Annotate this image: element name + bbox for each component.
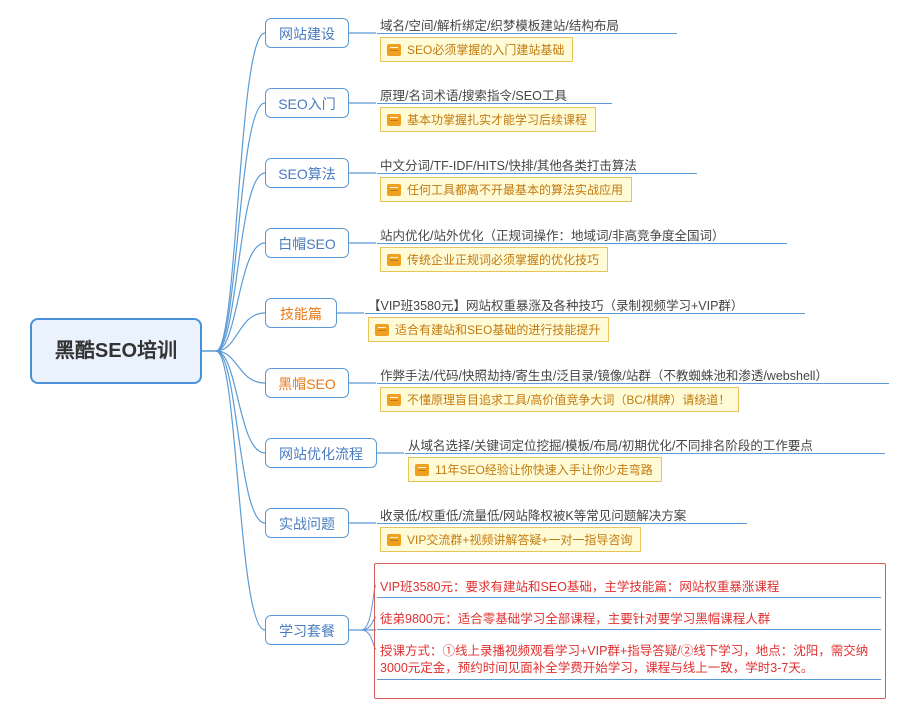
note-icon xyxy=(375,324,389,336)
branch-b4-note: 传统企业正规词必须掌握的优化技巧 xyxy=(380,247,608,272)
branch-b5-underline xyxy=(365,313,805,314)
branch-b1-desc: 域名/空间/解析绑定/织梦模板建站/结构布局 xyxy=(380,15,619,34)
branch-b6-desc: 作弊手法/代码/快照劫持/寄生虫/泛目录/镜像/站群（不教蜘蛛池和渗透/webs… xyxy=(380,365,828,384)
branch-b7-note-text: 11年SEO经验让你快速入手让你少走弯路 xyxy=(435,461,653,478)
branch-b4-note-text: 传统企业正规词必须掌握的优化技巧 xyxy=(407,251,599,268)
branch-b4[interactable]: 白帽SEO xyxy=(265,228,349,258)
branch-b7[interactable]: 网站优化流程 xyxy=(265,438,377,468)
package-line-0: VIP班3580元：要求有建站和SEO基础，主学技能篇：网站权重暴涨课程 xyxy=(380,579,880,596)
note-icon xyxy=(387,394,401,406)
branch-b8-underline xyxy=(377,523,747,524)
branch-b2-desc: 原理/名词术语/搜索指令/SEO工具 xyxy=(380,85,567,104)
branch-b8[interactable]: 实战问题 xyxy=(265,508,349,538)
branch-b5[interactable]: 技能篇 xyxy=(265,298,337,328)
note-icon xyxy=(387,534,401,546)
branch-b1[interactable]: 网站建设 xyxy=(265,18,349,48)
branch-b2-underline xyxy=(377,103,612,104)
package-line-1-underline xyxy=(377,629,881,630)
branch-b6-note-text: 不懂原理盲目追求工具/高价值竞争大词（BC/棋牌）请绕道！ xyxy=(407,391,730,408)
branch-b6-note: 不懂原理盲目追求工具/高价值竞争大词（BC/棋牌）请绕道！ xyxy=(380,387,739,412)
branch-b2[interactable]: SEO入门 xyxy=(265,88,349,118)
root-node: 黑酷SEO培训 xyxy=(30,318,202,384)
branch-b3-note-text: 任何工具都离不开最基本的算法实战应用 xyxy=(407,181,623,198)
branch-b8-note: VIP交流群+视频讲解答疑+一对一指导咨询 xyxy=(380,527,641,552)
branch-b7-desc: 从域名选择/关键词定位挖掘/模板/布局/初期优化/不同排名阶段的工作要点 xyxy=(408,435,813,454)
note-icon xyxy=(387,184,401,196)
note-icon xyxy=(387,114,401,126)
branch-b3-desc: 中文分词/TF-IDF/HITS/快排/其他各类打击算法 xyxy=(380,155,637,174)
branch-b7-underline xyxy=(405,453,885,454)
branch-b5-note-text: 适合有建站和SEO基础的进行技能提升 xyxy=(395,321,600,338)
branch-b5-desc: 【VIP班3580元】网站权重暴涨及各种技巧（录制视频学习+VIP群） xyxy=(368,295,743,314)
note-icon xyxy=(415,464,429,476)
note-icon xyxy=(387,254,401,266)
branch-b1-note: SEO必须掌握的入门建站基础 xyxy=(380,37,573,62)
branch-b1-note-text: SEO必须掌握的入门建站基础 xyxy=(407,41,564,58)
branch-b1-underline xyxy=(377,33,677,34)
branch-b9[interactable]: 学习套餐 xyxy=(265,615,349,645)
package-line-0-underline xyxy=(377,597,881,598)
branch-b2-note-text: 基本功掌握扎实才能学习后续课程 xyxy=(407,111,587,128)
branch-b8-desc: 收录低/权重低/流量低/网站降权被K等常见问题解决方案 xyxy=(380,505,686,524)
branch-b4-underline xyxy=(377,243,787,244)
branch-b3-underline xyxy=(377,173,697,174)
branch-b2-note: 基本功掌握扎实才能学习后续课程 xyxy=(380,107,596,132)
branch-b4-desc: 站内优化/站外优化（正规词操作：地域词/非高竞争度全国词） xyxy=(380,225,724,244)
branch-b3-note: 任何工具都离不开最基本的算法实战应用 xyxy=(380,177,632,202)
branch-b6-underline xyxy=(377,383,889,384)
package-line-2-underline xyxy=(377,679,881,680)
package-line-1: 徒弟9800元：适合零基础学习全部课程，主要针对要学习黑帽课程人群 xyxy=(380,611,880,628)
branch-b8-note-text: VIP交流群+视频讲解答疑+一对一指导咨询 xyxy=(407,531,632,548)
branch-b7-note: 11年SEO经验让你快速入手让你少走弯路 xyxy=(408,457,662,482)
package-line-2: 授课方式：①线上录播视频观看学习+VIP群+指导答疑/②线下学习，地点：沈阳，需… xyxy=(380,643,880,677)
branch-b5-note: 适合有建站和SEO基础的进行技能提升 xyxy=(368,317,609,342)
branch-b6[interactable]: 黑帽SEO xyxy=(265,368,349,398)
note-icon xyxy=(387,44,401,56)
branch-b3[interactable]: SEO算法 xyxy=(265,158,349,188)
